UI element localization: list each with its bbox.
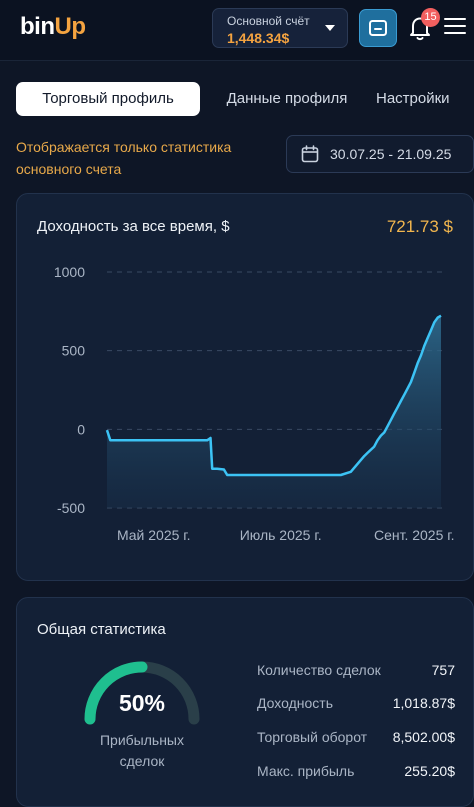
profit-chart-card: Доходность за все время, $ 721.73 $ 1000… — [16, 193, 474, 581]
chart-title: Доходность за все время, $ — [37, 218, 230, 235]
main-account-notice: Отображается только статистика основного… — [16, 139, 232, 177]
stat-label: Доходность — [257, 695, 333, 711]
chart-total-value: 721.73 $ — [386, 217, 453, 236]
general-stats-card: Общая статистика 50% Прибыльных сделок К… — [16, 597, 474, 807]
stat-label: Макс. прибыль — [257, 763, 355, 779]
stat-value: 1,018.87$ — [392, 695, 455, 711]
wallet-button[interactable] — [359, 9, 397, 47]
account-label: Основной счёт — [227, 14, 310, 28]
win-rate-label: Прибыльных сделок — [99, 732, 184, 769]
stat-value: 255.20$ — [404, 763, 455, 779]
stat-label: Количество сделок — [257, 662, 381, 678]
y-tick-label: 0 — [77, 421, 85, 437]
stat-row-turnover: Торговый оборот 8,502.00$ — [257, 729, 455, 751]
logo-text-bin: bin — [20, 13, 55, 40]
tab-settings[interactable]: Настройки — [376, 90, 450, 107]
profit-area-fill — [107, 315, 441, 508]
y-tick-label: -500 — [57, 500, 85, 516]
date-range-value: 30.07.25 - 21.09.25 — [330, 146, 452, 162]
stat-row-trades-count: Количество сделок 757 — [257, 662, 455, 684]
app-header: binUp Основной счёт 1,448.34$ 15 — [0, 0, 474, 61]
profit-chart: 1000 500 0 -500 Май 2025 г. Июль 2025 г. Сент… — [54, 264, 455, 543]
logo[interactable]: binUp — [20, 10, 86, 44]
gauge-fill — [84, 661, 148, 725]
win-rate-value: 50% — [118, 690, 166, 716]
tab-profile-data[interactable]: Данные профиля — [226, 90, 348, 107]
stat-row-max-profit: Макс. прибыль 255.20$ — [257, 763, 455, 785]
notification-badge: 15 — [421, 8, 440, 27]
y-tick-label: 500 — [62, 343, 86, 359]
hamburger-menu-icon[interactable] — [444, 18, 466, 38]
wallet-icon — [369, 20, 387, 36]
account-selector[interactable]: Основной счёт 1,448.34$ — [212, 8, 348, 48]
x-tick-label: Июль 2025 г. — [240, 527, 322, 543]
stat-value: 757 — [431, 662, 455, 678]
account-balance: 1,448.34$ — [227, 30, 290, 46]
win-rate-gauge — [84, 661, 200, 725]
x-tick-label: Сент. 2025 г. — [374, 527, 455, 543]
stats-title: Общая статистика — [37, 621, 166, 638]
logo-text-up: Up — [54, 13, 87, 40]
chevron-down-icon — [325, 25, 335, 31]
tab-trading-profile[interactable]: Торговый профиль — [16, 82, 200, 116]
stat-row-profit: Доходность 1,018.87$ — [257, 695, 455, 717]
stat-label: Торговый оборот — [257, 729, 368, 745]
calendar-icon — [301, 145, 319, 163]
date-range-picker[interactable]: 30.07.25 - 21.09.25 — [286, 135, 474, 173]
y-tick-label: 1000 — [54, 264, 85, 280]
profit-series-line — [105, 314, 442, 477]
stat-value: 8,502.00$ — [392, 729, 455, 745]
x-tick-label: Май 2025 г. — [117, 527, 191, 543]
